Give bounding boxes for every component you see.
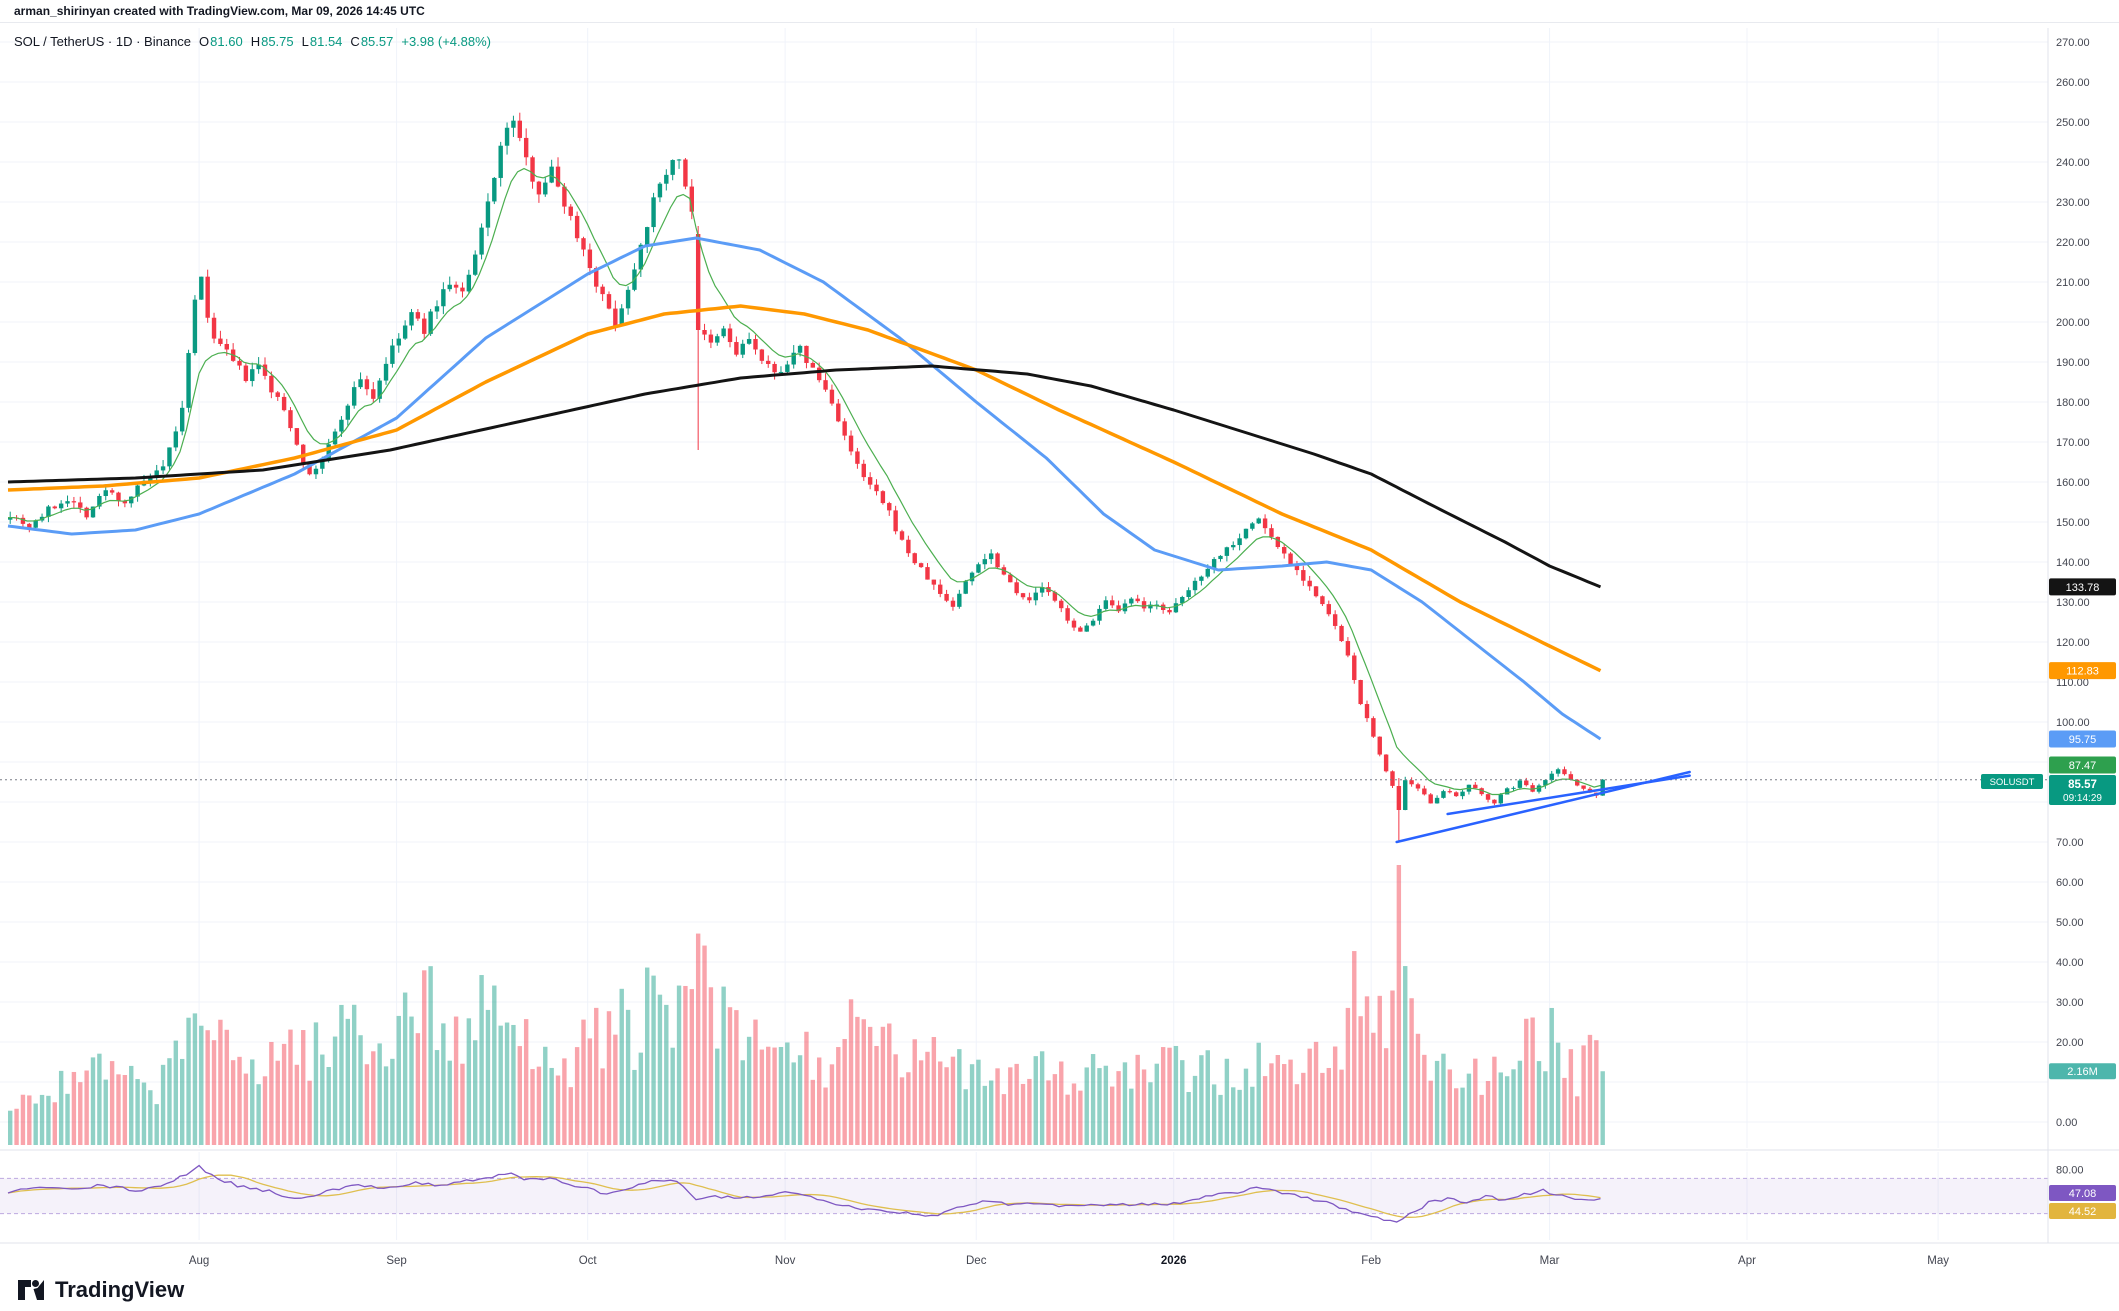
grid-layer [0,28,2048,1240]
svg-text:200.00: 200.00 [2056,317,2090,329]
svg-text:47.08: 47.08 [2069,1188,2097,1200]
attribution-text: arman_shirinyan created with TradingView… [14,4,425,18]
svg-text:180.00: 180.00 [2056,397,2090,409]
svg-text:Apr: Apr [1738,1255,1756,1267]
svg-text:Aug: Aug [189,1255,209,1267]
rsi-axis-tag-1: 47.08 [2049,1185,2116,1201]
ma-blue-line [7,236,1602,741]
chart-legend[interactable]: SOL / TetherUS · 1D · Binance O 81.60 H 85… [14,34,491,49]
volume-layer [8,865,1605,1145]
svg-text:May: May [1927,1255,1949,1267]
svg-text:0.00: 0.00 [2056,1117,2077,1129]
ma-blue-tag: 95.75 [2049,730,2116,748]
svg-text:SOLUSDT: SOLUSDT [1990,777,2035,788]
svg-text:50.00: 50.00 [2056,917,2084,929]
svg-text:95.75: 95.75 [2069,734,2097,746]
svg-text:09:14:29: 09:14:29 [2063,793,2102,804]
svg-text:Oct: Oct [579,1255,598,1267]
svg-text:140.00: 140.00 [2056,557,2090,569]
svg-text:112.83: 112.83 [2066,666,2099,678]
price-axis[interactable]: 0.00 20.00 30.00 40.00 50.00 60.00 70.00 100.00… [2056,37,2090,1177]
svg-text:60.00: 60.00 [2056,877,2084,889]
pane-borders [0,28,2119,1244]
svg-text:30.00: 30.00 [2056,997,2084,1009]
svg-text:Sep: Sep [386,1255,406,1267]
rsi-pane [0,1177,2048,1215]
candle-layer[interactable] [8,112,1605,842]
svg-text:190.00: 190.00 [2056,357,2090,369]
ma-green-tag: 87.47 [2049,756,2116,774]
svg-text:40.00: 40.00 [2056,957,2084,969]
svg-text:170.00: 170.00 [2056,437,2090,449]
time-axis[interactable]: Aug Sep Oct Nov Dec 2026 Feb Mar Apr May [189,1255,1949,1267]
ma-black-line [7,364,1602,589]
svg-text:Feb: Feb [1361,1255,1381,1267]
ma-green-line [8,167,1601,796]
svg-text:260.00: 260.00 [2056,77,2090,89]
svg-text:Mar: Mar [1540,1255,1560,1267]
tradingview-logo-text: TradingView [55,1277,185,1302]
ohlc-high: H 85.75 [250,34,294,49]
svg-text:20.00: 20.00 [2056,1037,2084,1049]
svg-text:160.00: 160.00 [2056,477,2090,489]
svg-text:70.00: 70.00 [2056,837,2084,849]
symbol-price-tag: 85.57 09:14:29 SOLUSDT [1981,774,2116,805]
tradingview-logo[interactable]: TradingView [16,1277,184,1303]
svg-text:270.00: 270.00 [2056,37,2090,49]
trendline-support-2[interactable] [1446,774,1691,816]
svg-text:150.00: 150.00 [2056,517,2090,529]
ohlc-close: C 85.57 [350,34,394,49]
svg-text:230.00: 230.00 [2056,197,2090,209]
svg-text:100.00: 100.00 [2056,717,2090,729]
svg-text:44.52: 44.52 [2069,1206,2097,1218]
tradingview-logo-mark [18,1280,44,1300]
svg-text:133.78: 133.78 [2066,582,2100,594]
svg-text:85.57: 85.57 [2068,779,2097,791]
svg-text:80.00: 80.00 [2056,1165,2084,1177]
svg-text:130.00: 130.00 [2056,597,2090,609]
rsi-line [7,1164,1601,1223]
svg-text:250.00: 250.00 [2056,117,2090,129]
attribution-bar: arman_shirinyan created with TradingView… [0,0,2119,23]
ma-orange-line [7,304,1602,673]
ohlc-low: L 81.54 [301,34,343,49]
change-value: +3.98 (+4.88%) [401,34,491,49]
volume-axis-tag: 2.16M [2049,1063,2116,1080]
rsi-axis-tag-2: 44.52 [2049,1203,2116,1219]
svg-text:Nov: Nov [775,1255,796,1267]
ma-black-tag: 133.78 [2049,578,2116,596]
symbol-title[interactable]: SOL / TetherUS · 1D · Binance [14,34,192,49]
svg-text:120.00: 120.00 [2056,637,2090,649]
svg-text:210.00: 210.00 [2056,277,2090,289]
ma-orange-tag: 112.83 [2049,662,2116,680]
svg-text:2026: 2026 [1161,1255,1187,1267]
svg-text:87.47: 87.47 [2069,760,2097,772]
svg-text:220.00: 220.00 [2056,237,2090,249]
svg-text:110.00: 110.00 [2056,677,2089,689]
svg-text:240.00: 240.00 [2056,157,2090,169]
svg-text:2.16M: 2.16M [2067,1066,2098,1078]
svg-text:Dec: Dec [966,1255,987,1267]
ohlc-open: O 81.60 [199,34,243,49]
